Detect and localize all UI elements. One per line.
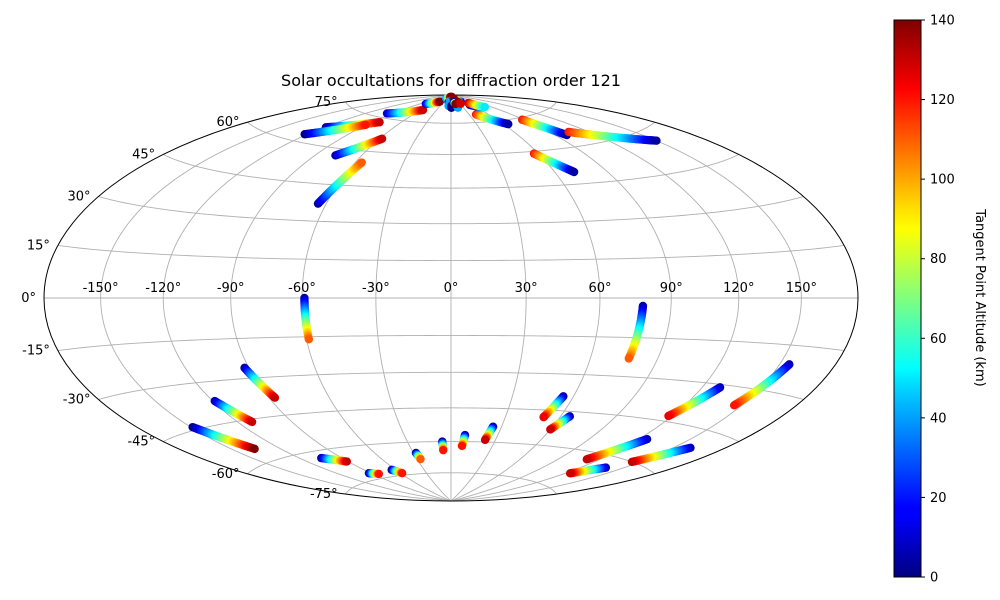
occultation-point	[624, 354, 634, 363]
longitude-tick-label: 120°	[723, 281, 754, 296]
longitude-tick-label: 90°	[660, 281, 683, 296]
longitude-tick-label: -150°	[83, 281, 119, 296]
colorbar-label: Tangent Point Altitude (km)	[972, 208, 987, 386]
colorbar-tick-label: 60	[930, 332, 947, 347]
occultation-point	[416, 454, 425, 464]
occultation-point	[397, 468, 407, 478]
occultation-point	[304, 335, 314, 344]
occultation-point	[480, 102, 490, 112]
parallel-line	[98, 371, 804, 400]
colorbar-tick-label: 0	[930, 571, 938, 586]
occultation-point	[546, 425, 555, 434]
latitude-tick-label: -15°	[22, 344, 50, 359]
latitude-tick-label: 15°	[27, 239, 50, 254]
longitude-tick-label: 150°	[786, 281, 817, 296]
occultation-point	[361, 120, 370, 130]
occultation-point	[504, 119, 513, 129]
latitude-tick-label: -75°	[310, 487, 338, 502]
colorbar-bar	[893, 19, 922, 578]
longitude-tick-label: 30°	[515, 281, 538, 296]
occultation-point	[270, 393, 280, 402]
longitude-tick-label: -60°	[288, 281, 316, 296]
longitude-tick-label: -90°	[217, 281, 245, 296]
parallel-line	[98, 196, 804, 225]
occultation-point	[357, 158, 366, 167]
longitude-tick-label: 0°	[444, 281, 459, 296]
longitude-tick-label: 60°	[588, 281, 611, 296]
occultation-point	[480, 435, 490, 445]
parallel-line	[163, 407, 739, 442]
occultation-point	[539, 412, 548, 422]
parallel-line	[57, 335, 845, 351]
occultation-point	[582, 455, 592, 464]
longitude-tick-label: -120°	[145, 281, 181, 296]
occultation-point	[456, 99, 465, 108]
occultation-point	[569, 167, 579, 177]
latitude-tick-label: -60°	[212, 467, 240, 482]
latitude-tick-label: 60°	[216, 115, 239, 130]
latitude-tick-labels: 75° 60° 45° 30° 15° 0° -15° -30° -45° -60° -75°	[21, 95, 337, 502]
colorbar-tick-label: 100	[930, 173, 955, 188]
chart-title: Solar occultations for diffraction order…	[281, 71, 621, 90]
occultation-point	[565, 469, 575, 478]
occultation-point	[342, 457, 352, 466]
latitude-tick-label: -30°	[63, 393, 91, 408]
colorbar-tick-label: 140	[930, 14, 955, 29]
occultation-point	[729, 401, 739, 410]
occultation-point	[627, 457, 637, 467]
occultation-point	[439, 445, 448, 455]
longitude-tick-label: -30°	[362, 281, 390, 296]
occultation-point	[247, 417, 257, 427]
occultation-point	[652, 136, 661, 145]
parallel-line	[345, 101, 557, 124]
occultation-point	[375, 117, 384, 127]
latitude-tick-label: 75°	[315, 95, 338, 110]
occultation-point	[435, 97, 444, 106]
colorbar-tick-label: 40	[930, 411, 947, 426]
occultation-point	[377, 134, 387, 143]
occultation-point	[457, 441, 467, 451]
parallel-line	[163, 154, 739, 189]
occultation-points	[188, 92, 794, 479]
graticule-grid	[44, 95, 858, 501]
occultation-point	[374, 469, 384, 479]
latitude-tick-label: -45°	[127, 435, 155, 450]
colorbar-tick-label: 120	[930, 93, 955, 108]
colorbar: 0 20 40 60 80 100 120 140 Tangent Point Altitud…	[893, 14, 987, 586]
latitude-tick-label: 0°	[21, 291, 36, 306]
longitude-tick-labels: -150° -120° -90° -60° -30° 0° 30° 60° 90° 120° 150…	[83, 281, 817, 296]
parallel-line	[57, 245, 845, 261]
colorbar-tick-label: 20	[930, 491, 947, 506]
colorbar-tick-label: 80	[930, 252, 947, 267]
occultation-point	[664, 411, 673, 421]
occultation-point	[250, 444, 259, 454]
latitude-tick-label: 45°	[132, 148, 155, 163]
colorbar-ticks: 0 20 40 60 80 100 120 140	[921, 14, 955, 586]
latitude-tick-label: 30°	[67, 190, 90, 205]
parallel-line	[345, 472, 557, 495]
